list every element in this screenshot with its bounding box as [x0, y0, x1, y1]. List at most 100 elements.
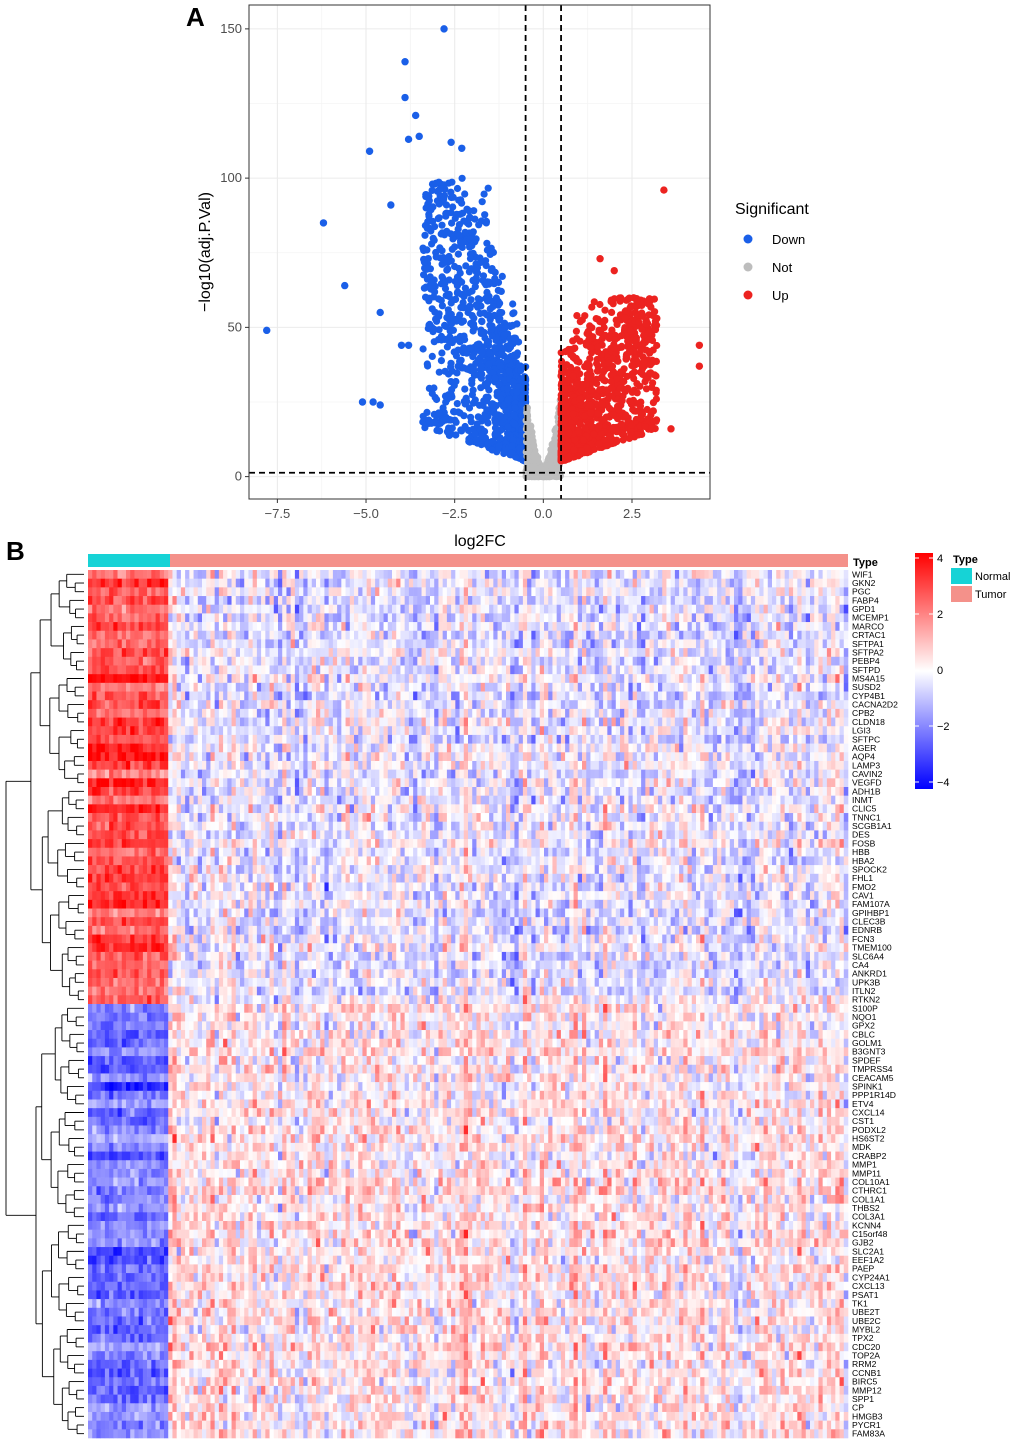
up-point — [653, 321, 661, 329]
heatmap-cell — [244, 656, 249, 666]
heatmap-cell — [649, 570, 655, 579]
heatmap-cell — [197, 604, 203, 614]
heatmap-cell — [231, 622, 237, 632]
heatmap-cell — [522, 604, 528, 614]
heatmap-cell — [299, 604, 304, 614]
heatmap-cell — [358, 570, 363, 579]
down-point — [433, 395, 441, 404]
heatmap-cell — [147, 639, 152, 649]
heatmap-cell — [725, 604, 731, 614]
heatmap-cell — [514, 639, 519, 649]
heatmap-cell — [434, 570, 439, 579]
heatmap-cell — [109, 613, 114, 623]
up-point — [564, 442, 572, 450]
heatmap-cell — [632, 604, 638, 614]
heatmap-cell — [565, 570, 570, 579]
heatmap-cell — [755, 604, 760, 614]
down-point — [509, 378, 517, 386]
up-point — [560, 392, 569, 400]
heatmap-cell — [130, 656, 135, 666]
heatmap-cell — [522, 622, 528, 632]
heatmap-cell — [269, 630, 275, 640]
heatmap-cell — [294, 630, 300, 640]
down-point — [428, 389, 436, 398]
heatmap-cell — [594, 622, 600, 632]
heatmap-cell — [590, 570, 595, 579]
heatmap-cell — [826, 570, 832, 579]
heatmap-cell — [455, 656, 460, 666]
heatmap-cell — [598, 622, 604, 632]
heatmap-cell — [185, 648, 190, 658]
heatmap-cell — [700, 648, 705, 658]
heatmap-cell — [641, 639, 646, 649]
heatmap-cell — [548, 630, 553, 640]
heatmap-cell — [142, 596, 148, 606]
heatmap-cell — [396, 656, 401, 666]
heatmap-cell — [649, 648, 655, 658]
heatmap-cell — [168, 596, 173, 606]
heatmap-cell — [717, 613, 722, 623]
heatmap-cell — [337, 604, 342, 614]
heatmap-cell — [801, 604, 807, 614]
heatmap-cell — [531, 613, 536, 623]
heatmap-cell — [366, 604, 372, 614]
heatmap-cell — [231, 604, 237, 614]
heatmap-cell — [92, 656, 97, 666]
heatmap-cell — [362, 622, 367, 632]
heatmap-cell — [324, 656, 329, 666]
heatmap-cell — [670, 587, 676, 597]
heatmap-cell — [100, 630, 106, 640]
heatmap-cell — [717, 604, 722, 614]
heatmap-cell — [603, 604, 608, 614]
heatmap-cell — [88, 604, 93, 614]
heatmap-cell — [324, 613, 329, 623]
heatmap-cell — [345, 613, 351, 623]
heatmap-cell — [138, 639, 144, 649]
heatmap-cell — [518, 648, 524, 658]
up-point — [593, 359, 601, 368]
down-point — [428, 186, 436, 194]
down-point — [458, 318, 466, 326]
heatmap-cell — [556, 613, 562, 623]
heatmap-cell — [168, 622, 173, 632]
heatmap-cell — [218, 630, 224, 640]
down-point — [453, 400, 461, 408]
heatmap-cell — [155, 578, 161, 588]
heatmap-cell — [480, 639, 486, 649]
heatmap-cell — [430, 578, 435, 588]
heatmap-cell — [282, 630, 287, 640]
down-point — [510, 309, 518, 317]
heatmap-cell — [256, 639, 262, 649]
up-point — [617, 368, 625, 376]
heatmap-cell — [117, 587, 123, 597]
heatmap-cell — [582, 570, 587, 579]
heatmap-cell — [193, 622, 199, 632]
heatmap-cell — [261, 622, 266, 632]
down-point — [441, 321, 449, 329]
heatmap-cell — [354, 630, 359, 640]
volcano-points — [263, 25, 704, 481]
heatmap-cell — [687, 630, 693, 640]
heatmap-cell — [501, 578, 507, 588]
heatmap-cell — [100, 596, 106, 606]
heatmap-cell — [430, 639, 435, 649]
heatmap-cell — [88, 596, 93, 606]
heatmap-cell — [417, 613, 422, 623]
heatmap-cell — [189, 604, 194, 614]
heatmap-cell — [240, 656, 245, 666]
heatmap-cell — [468, 639, 473, 649]
heatmap-cell — [843, 578, 849, 588]
heatmap-cell — [202, 656, 207, 666]
heatmap-cell — [822, 570, 828, 579]
up-point — [596, 255, 604, 263]
down-point — [485, 349, 493, 358]
heatmap-cell — [476, 570, 481, 579]
heatmap-cell — [231, 613, 237, 623]
heatmap-cell — [206, 656, 211, 666]
heatmap-cell — [573, 613, 579, 623]
heatmap-cell — [147, 578, 152, 588]
heatmap-cell — [164, 578, 169, 588]
heatmap-cell — [468, 656, 473, 666]
heatmap-cell — [518, 604, 524, 614]
heatmap-cell — [666, 630, 671, 640]
